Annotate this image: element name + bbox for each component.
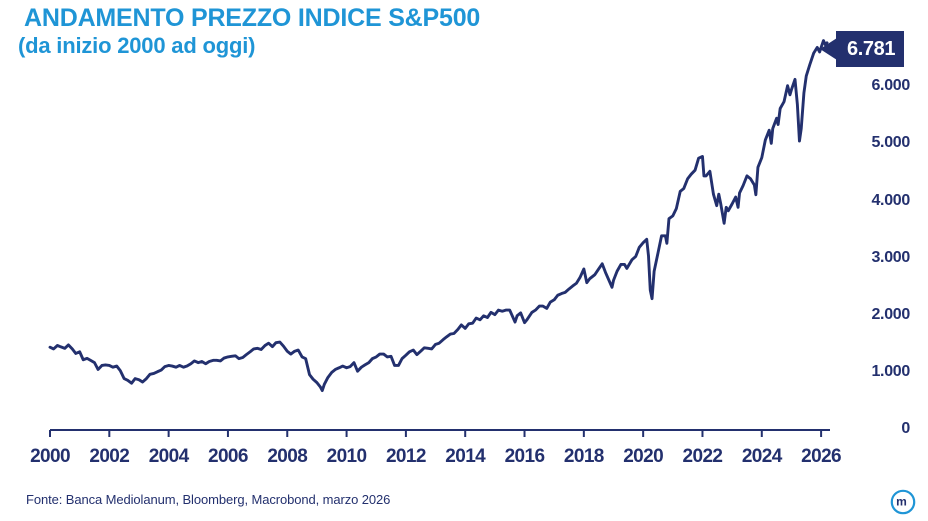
x-axis-tick-label: 2024	[741, 446, 782, 467]
x-axis-tick-label: 2000	[30, 446, 70, 467]
x-axis-tick-label: 2020	[623, 446, 664, 467]
source-note: Fonte: Banca Mediolanum, Bloomberg, Macr…	[26, 492, 391, 507]
y-axis-tick-label: 5.000	[871, 134, 910, 152]
y-axis-tick-label: 0	[901, 420, 910, 437]
callout-arrow-icon	[820, 38, 837, 60]
page-title: ANDAMENTO PREZZO INDICE S&P500	[24, 4, 481, 32]
page-subtitle: (da inizio 2000 ad oggi)	[18, 33, 256, 58]
mediolanum-logo-icon: m	[890, 489, 916, 515]
x-axis-tick-label: 2004	[148, 446, 189, 467]
series-line-sp500	[48, 39, 829, 393]
y-axis-tick-label: 6.000	[871, 77, 910, 95]
y-axis-tick-label: 3.000	[871, 248, 910, 266]
chart-axes	[49, 429, 830, 437]
y-axis-tick-label: 1.000	[871, 362, 910, 380]
end-value-callout: 6.781	[836, 31, 905, 67]
end-value-label: 6.781	[847, 38, 896, 60]
x-axis-tick-label: 2010	[326, 446, 367, 467]
x-axis-tick-label: 2014	[445, 446, 486, 467]
chart-series	[48, 39, 829, 393]
chart-header: ANDAMENTO PREZZO INDICE S&P500 (da inizi…	[18, 4, 724, 59]
x-axis-tick-label: 2012	[385, 446, 426, 467]
x-axis-tick-label: 2006	[208, 446, 248, 467]
y-axis-tick-label: 4.000	[871, 191, 910, 209]
x-axis-tick-label: 2008	[267, 446, 308, 467]
x-axis-tick-label: 2018	[563, 446, 604, 467]
x-axis-tick-label: 2026	[801, 446, 842, 467]
x-axis-tick-label: 2016	[504, 446, 545, 467]
x-axis-tick-label: 2002	[89, 446, 130, 467]
svg-text:m: m	[896, 495, 907, 509]
x-axis-tick-label: 2022	[682, 446, 723, 467]
y-axis-tick-label: 2.000	[871, 305, 910, 323]
